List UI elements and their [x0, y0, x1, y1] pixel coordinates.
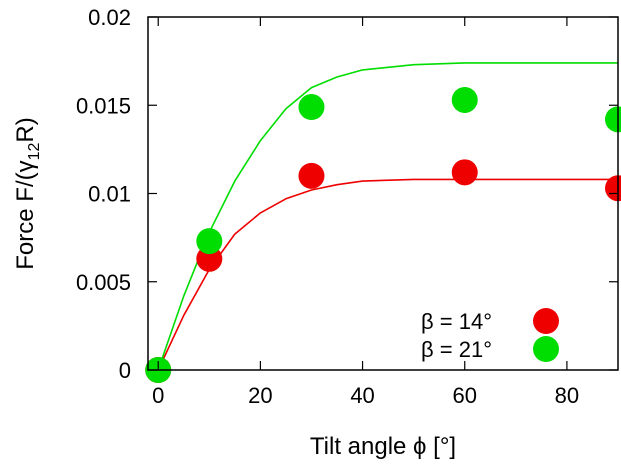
legend-label-2: β = 21° — [421, 337, 492, 362]
x-tick-label: 20 — [248, 383, 272, 408]
x-tick-label: 40 — [350, 383, 374, 408]
y-axis-label-tail: R) — [12, 117, 39, 142]
axis-ticks: 0 20 40 60 80 0 0.005 0.01 0.015 0.02 — [76, 5, 618, 408]
data-points — [145, 86, 621, 383]
data-point-series-1 — [451, 159, 478, 186]
x-tick-label: 80 — [555, 383, 579, 408]
y-axis-label-sub: 12 — [26, 142, 43, 160]
data-point-series-2 — [605, 106, 621, 133]
y-tick-label: 0.015 — [76, 93, 131, 118]
data-point-series-2 — [196, 228, 223, 255]
x-axis-label: Tilt angle ϕ [°] — [310, 433, 456, 460]
y-tick-label: 0 — [119, 358, 131, 383]
y-tick-label: 0.01 — [88, 182, 131, 207]
data-point-series-2 — [451, 86, 478, 113]
x-tick-label: 0 — [152, 383, 164, 408]
legend-label-1: β = 14° — [421, 309, 492, 334]
legend-marker-2 — [533, 336, 559, 362]
y-axis-label-main: Force F/(γ — [12, 160, 39, 269]
x-tick-label: 60 — [452, 383, 476, 408]
data-point-series-2 — [298, 94, 325, 121]
y-tick-label: 0.02 — [88, 5, 131, 30]
data-point-series-1 — [298, 162, 325, 189]
legend-marker-1 — [533, 308, 559, 334]
legend: β = 14° β = 21° — [421, 308, 559, 362]
y-tick-label: 0.005 — [76, 270, 131, 295]
y-axis-label: Force F/(γ12R) — [12, 117, 43, 269]
data-point-series-1 — [605, 175, 621, 202]
